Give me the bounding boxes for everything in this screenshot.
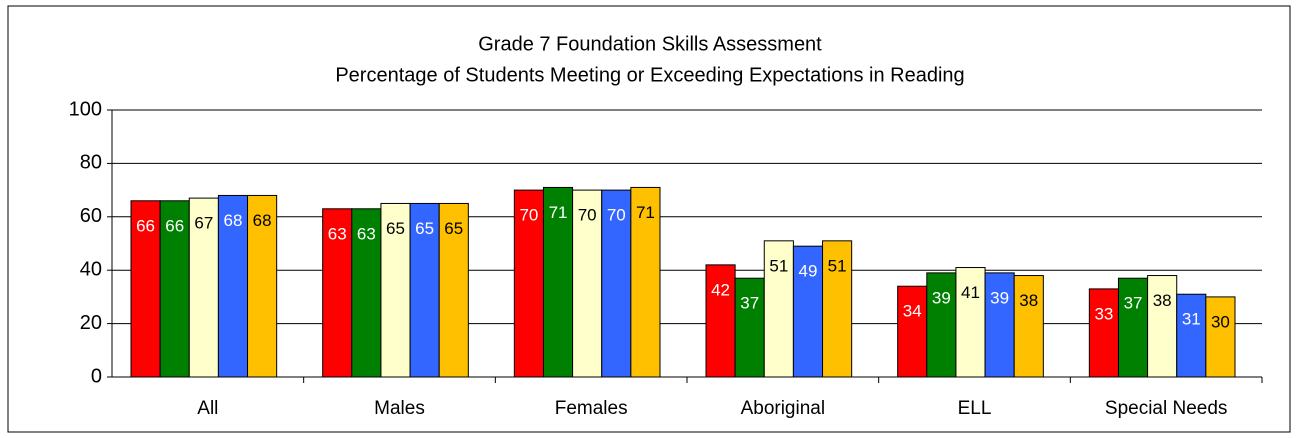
value-label: 38 bbox=[1019, 291, 1038, 310]
value-label: 41 bbox=[961, 283, 980, 302]
value-label: 42 bbox=[711, 280, 730, 299]
chart-subtitle: Percentage of Students Meeting or Exceed… bbox=[335, 64, 964, 86]
value-label: 38 bbox=[1153, 291, 1172, 310]
value-label: 31 bbox=[1182, 310, 1201, 329]
value-label: 65 bbox=[386, 219, 405, 238]
value-label: 30 bbox=[1211, 312, 1230, 331]
value-label: 70 bbox=[607, 206, 626, 225]
bar bbox=[247, 194, 278, 378]
value-label: 51 bbox=[828, 256, 847, 275]
x-tick-label: Special Needs bbox=[1105, 398, 1228, 419]
value-label: 49 bbox=[799, 262, 818, 281]
bar bbox=[1205, 296, 1236, 378]
value-label: 66 bbox=[165, 216, 184, 235]
value-label: 70 bbox=[578, 206, 597, 225]
bar bbox=[159, 200, 190, 378]
x-tick-label: ELL bbox=[958, 398, 992, 419]
x-tick-label: Males bbox=[374, 398, 425, 419]
y-tick-label: 40 bbox=[80, 258, 102, 280]
value-label: 65 bbox=[415, 219, 434, 238]
value-label: 65 bbox=[444, 219, 463, 238]
bar bbox=[601, 189, 632, 378]
y-tick-label: 100 bbox=[69, 98, 102, 120]
value-label: 51 bbox=[769, 256, 788, 275]
bar bbox=[763, 240, 794, 378]
x-tick-label: Aboriginal bbox=[741, 398, 826, 419]
y-tick-label: 80 bbox=[80, 152, 102, 174]
value-label: 71 bbox=[636, 203, 655, 222]
value-label: 39 bbox=[990, 288, 1009, 307]
bar bbox=[513, 189, 544, 378]
bar bbox=[705, 264, 736, 378]
value-label: 37 bbox=[740, 294, 759, 313]
bar bbox=[572, 189, 603, 378]
value-label: 67 bbox=[194, 214, 213, 233]
bar bbox=[1176, 293, 1207, 378]
bar bbox=[351, 208, 382, 378]
y-tick-label: 60 bbox=[80, 205, 102, 227]
bar bbox=[1147, 275, 1178, 378]
bar bbox=[822, 240, 853, 378]
value-label: 68 bbox=[253, 211, 272, 230]
value-label: 63 bbox=[357, 224, 376, 243]
value-label: 70 bbox=[519, 206, 538, 225]
value-label: 63 bbox=[328, 224, 347, 243]
x-tick-label: All bbox=[197, 398, 218, 419]
bar bbox=[1013, 275, 1044, 378]
bar bbox=[438, 202, 469, 378]
value-label: 37 bbox=[1124, 294, 1143, 313]
y-tick-label: 20 bbox=[80, 312, 102, 334]
bar bbox=[955, 267, 986, 378]
bar bbox=[542, 186, 574, 378]
chart-title: Grade 7 Foundation Skills Assessment bbox=[478, 33, 822, 55]
x-tick-label: Females bbox=[555, 398, 628, 419]
bar bbox=[926, 272, 957, 378]
value-label: 39 bbox=[932, 288, 951, 307]
bar bbox=[984, 272, 1015, 378]
y-tick-label: 0 bbox=[91, 365, 102, 387]
value-label: 34 bbox=[903, 302, 922, 321]
value-label: 66 bbox=[136, 216, 155, 235]
value-label: 71 bbox=[549, 203, 568, 222]
bar bbox=[897, 285, 928, 378]
bar bbox=[380, 202, 411, 378]
bar bbox=[1088, 288, 1119, 378]
value-label: 68 bbox=[224, 211, 243, 230]
bar bbox=[630, 186, 661, 378]
value-label: 33 bbox=[1094, 304, 1113, 323]
